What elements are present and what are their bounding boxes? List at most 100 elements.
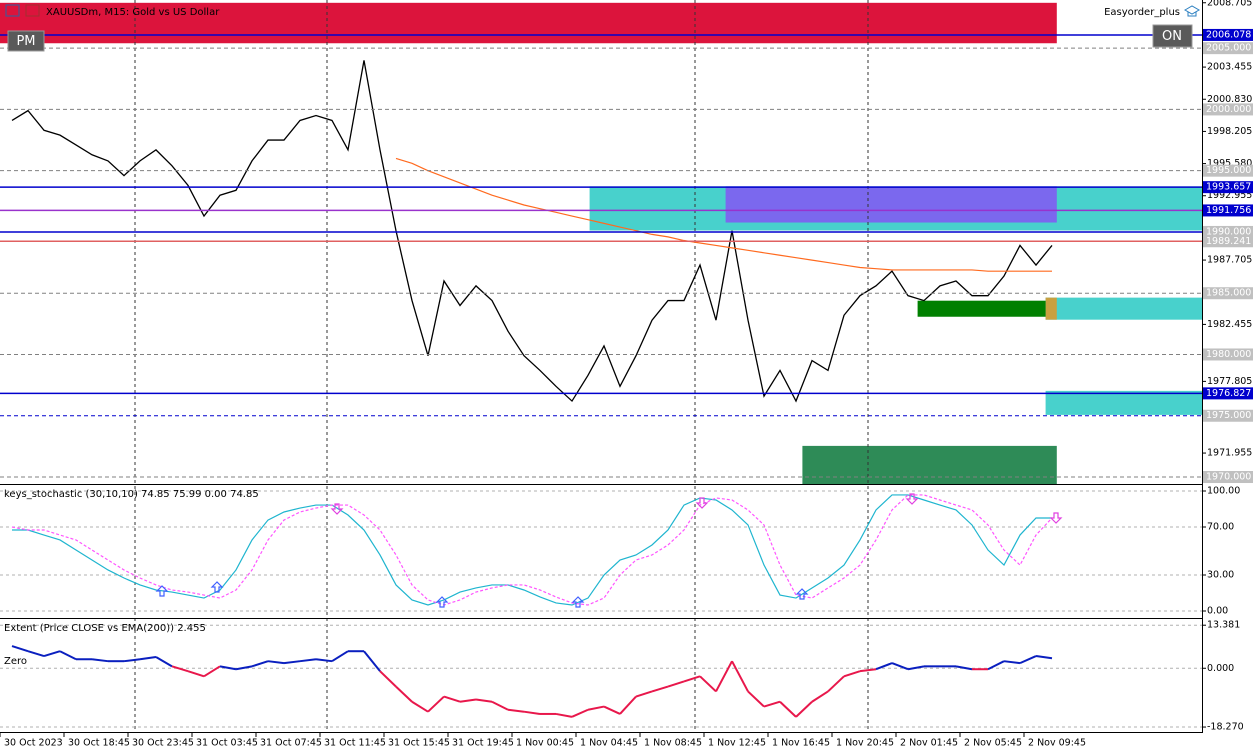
- x-tick-label: 31 Oct 19:45: [452, 738, 514, 749]
- expert-icon: [1183, 5, 1201, 17]
- price-zone: [917, 300, 1046, 317]
- y-tick-label: 1971.955: [1207, 448, 1252, 459]
- extent-segment: [827, 675, 845, 693]
- extent-segment: [59, 650, 77, 661]
- extent-segment: [443, 695, 461, 703]
- level-label-box: [1203, 409, 1253, 422]
- panel: [0, 490, 1202, 612]
- extent-segment: [219, 665, 237, 671]
- level-label-box: [1203, 235, 1253, 248]
- extent-segment: [475, 698, 493, 703]
- extent-segment: [459, 698, 477, 703]
- buy-arrow: [155, 585, 169, 597]
- trade-icon[interactable]: [25, 4, 40, 17]
- level-label: 1989.241: [1206, 236, 1251, 247]
- extent-segment: [683, 675, 701, 683]
- x-tick-label: 31 Oct 03:45: [196, 738, 258, 749]
- panel: [0, 624, 1202, 728]
- extent-segment: [123, 658, 141, 663]
- extent-segment: [763, 700, 781, 708]
- price-zone: [1045, 297, 1057, 320]
- switch-button[interactable]: [1152, 24, 1193, 48]
- expert-name: Easyorder_plus: [1104, 7, 1180, 18]
- y-tick-label: 30.00: [1207, 570, 1234, 581]
- extent-segment: [603, 705, 621, 715]
- extent-segment: [155, 656, 173, 668]
- level-label: 1976.827: [1206, 388, 1251, 399]
- level-label: 1980.000: [1206, 349, 1251, 360]
- buy-arrow: [571, 596, 585, 608]
- extent-segment: [795, 700, 813, 718]
- x-tick-label: 31 Oct 11:45: [324, 738, 386, 749]
- y-tick-label: 70.00: [1207, 522, 1234, 533]
- extent-segment: [411, 700, 429, 713]
- extent-segment: [11, 645, 29, 653]
- y-tick-label: 0.00: [1207, 606, 1228, 617]
- price-zone: [802, 445, 1057, 484]
- extent-segment: [715, 660, 733, 692]
- sell-arrow: [1049, 512, 1063, 524]
- extent-segment: [571, 708, 589, 718]
- extent-segment: [27, 650, 45, 657]
- level-label-box: [1203, 42, 1253, 55]
- level-label: 1970.000: [1206, 472, 1251, 483]
- extent-segment: [363, 650, 381, 672]
- level-label-box: [1203, 103, 1253, 116]
- extent-segment: [315, 658, 333, 663]
- panel: [0, 34, 1202, 478]
- extent-segment: [955, 665, 973, 671]
- extent-segment: [523, 710, 541, 715]
- extent-segment: [859, 668, 877, 673]
- y-tick-label: 2003.455: [1207, 62, 1252, 73]
- extent-segment: [491, 700, 509, 711]
- extent-segment: [987, 660, 1005, 671]
- extent-segment: [395, 685, 413, 703]
- extent-segment: [507, 708, 525, 713]
- y-tick-label: 1977.805: [1207, 376, 1252, 387]
- extent-segment: [747, 690, 765, 708]
- extent-segment: [267, 660, 285, 665]
- extent-segment: [251, 660, 269, 668]
- y-tick-label: 100.00: [1207, 486, 1240, 497]
- panel-frame: [0, 0, 1203, 733]
- level-label: 1975.000: [1206, 410, 1251, 421]
- level-label-box: [1203, 471, 1253, 484]
- extent-segment: [779, 700, 797, 718]
- level-label: 1985.000: [1206, 288, 1251, 299]
- extent-segment: [171, 665, 189, 673]
- indicator-title: keys_stochastic (30,10,10) 74.85 75.99 0…: [4, 489, 259, 500]
- header: XAUUSDm, M15: Gold vs US Dollar PM ON Ea…: [4, 4, 1201, 667]
- level-label-box: [1203, 387, 1253, 400]
- extent-segment: [651, 685, 669, 693]
- series-line: [11, 494, 1053, 606]
- extent-segment: [1035, 655, 1053, 660]
- level-label-box: [1203, 164, 1253, 177]
- extent-segment: [91, 658, 109, 663]
- y-tick-label: 1995.580: [1207, 158, 1252, 169]
- extent-segment: [187, 670, 205, 678]
- x-tick-label: 30 Oct 23:45: [132, 738, 194, 749]
- level-label: 1995.000: [1206, 165, 1251, 176]
- session-button[interactable]: [7, 30, 45, 52]
- price-zone: [725, 186, 1057, 223]
- indicator-title: Extent (Price CLOSE vs EMA(200)) 2.455: [4, 623, 206, 634]
- x-tick-label: 2 Nov 01:45: [900, 738, 958, 749]
- extent-segment: [811, 690, 829, 703]
- menu-icon[interactable]: [5, 4, 20, 17]
- x-tick-label: 31 Oct 07:45: [260, 738, 322, 749]
- x-tick-label: 2 Nov 09:45: [1028, 738, 1086, 749]
- y-tick-label: 0.000: [1207, 663, 1234, 674]
- extent-segment: [667, 680, 685, 688]
- extent-segment: [299, 658, 317, 663]
- sell-arrow: [330, 503, 344, 515]
- x-tick-label: 1 Nov 08:45: [644, 738, 702, 749]
- extent-segment: [235, 665, 253, 671]
- level-label-box: [1203, 287, 1253, 300]
- extent-segment: [907, 665, 925, 671]
- x-tick-label: 1 Nov 00:45: [516, 738, 574, 749]
- series-line: [395, 157, 1052, 272]
- extent-segment: [203, 665, 221, 678]
